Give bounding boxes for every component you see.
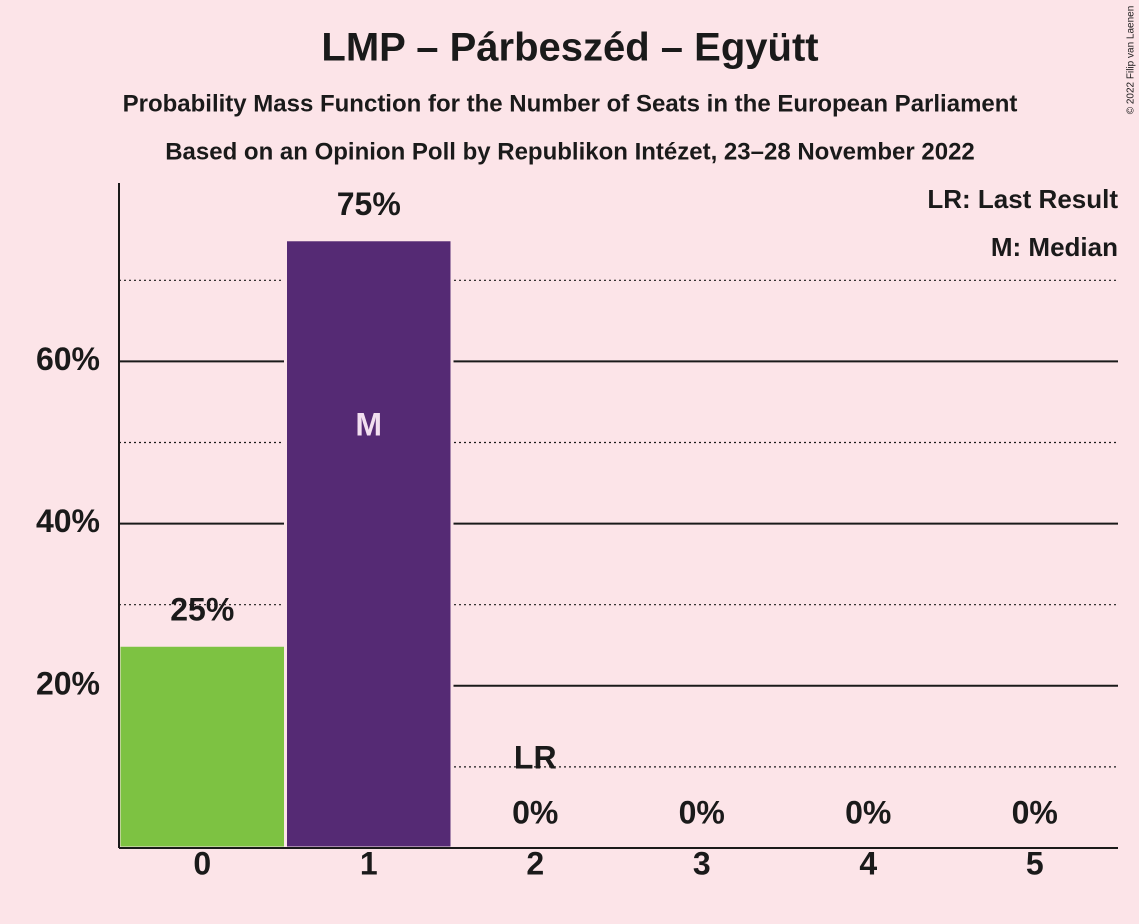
value-label: 0% <box>1012 794 1058 830</box>
value-label: 75% <box>337 186 401 222</box>
chart-title: LMP – Párbeszéd – Együtt <box>321 26 818 70</box>
copyright: © 2022 Filip van Laenen <box>1126 6 1137 115</box>
x-tick-label: 2 <box>526 845 544 881</box>
bar <box>284 238 454 850</box>
x-tick-label: 4 <box>859 845 877 881</box>
x-tick-label: 3 <box>693 845 711 881</box>
legend-entry: LR: Last Result <box>927 184 1118 214</box>
value-label: 25% <box>170 592 234 628</box>
chart-subtitle: Probability Mass Function for the Number… <box>123 90 1018 117</box>
value-label: 0% <box>512 794 558 830</box>
chart-subtitle: Based on an Opinion Poll by Republikon I… <box>165 138 975 165</box>
y-tick-label: 40% <box>36 503 100 539</box>
x-tick-label: 0 <box>193 845 211 881</box>
y-tick-label: 60% <box>36 341 100 377</box>
x-tick-label: 1 <box>360 845 378 881</box>
annotation: M <box>355 406 382 442</box>
bar <box>117 643 287 850</box>
x-tick-label: 5 <box>1026 845 1044 881</box>
legend-entry: M: Median <box>991 232 1118 262</box>
value-label: 0% <box>679 794 725 830</box>
value-label: 0% <box>845 794 891 830</box>
annotation: LR <box>514 739 557 775</box>
y-tick-label: 20% <box>36 665 100 701</box>
